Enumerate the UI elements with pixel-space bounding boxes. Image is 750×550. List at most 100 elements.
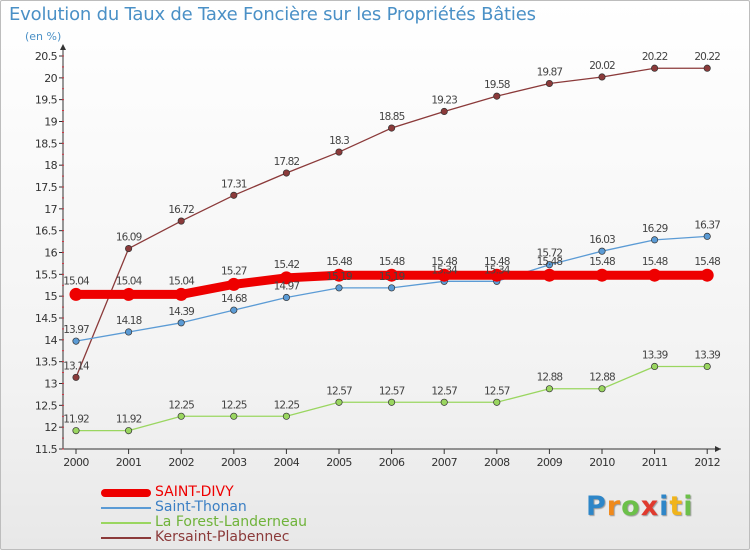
data-label: 15.04 <box>63 275 90 287</box>
data-point <box>230 191 238 199</box>
data-label: 13.39 <box>694 349 720 361</box>
data-label: 11.92 <box>116 414 142 426</box>
data-point <box>703 362 711 371</box>
data-label: 15.34 <box>431 264 458 276</box>
x-tick-label: 2001 <box>116 456 142 469</box>
data-label: 12.57 <box>379 385 405 397</box>
legend-label: La Forest-Landerneau <box>155 514 308 530</box>
legend-label: Saint-Thonan <box>155 499 247 515</box>
data-point <box>388 398 396 406</box>
data-point <box>279 271 293 285</box>
data-point <box>388 284 396 292</box>
data-point <box>177 217 185 225</box>
y-tick-label: 12.5 <box>35 399 58 412</box>
data-point <box>490 268 504 282</box>
data-label: 15.48 <box>694 256 720 268</box>
x-tick-label: 2007 <box>431 456 457 469</box>
data-label: 18.3 <box>329 135 349 147</box>
data-point <box>545 261 553 269</box>
data-label: 12.57 <box>431 385 457 397</box>
y-tick-label: 14 <box>44 334 57 347</box>
legend: SAINT-DIVY Saint-Thonan La Forest-Landerne… <box>101 484 401 545</box>
x-tick-label: 2009 <box>537 456 563 469</box>
y-tick-label: 18 <box>44 159 57 172</box>
logo-letter: x <box>640 491 660 522</box>
data-label: 15.72 <box>537 248 563 260</box>
x-tick-label: 2005 <box>326 456 352 469</box>
data-point <box>230 306 238 314</box>
y-tick-label: 12 <box>44 421 57 434</box>
data-label: 20.22 <box>642 51 668 63</box>
x-tick-label: 2011 <box>642 456 668 469</box>
data-label: 15.34 <box>484 264 511 276</box>
data-label: 15.27 <box>221 265 247 277</box>
data-label: 19.23 <box>431 94 457 106</box>
data-point <box>700 268 714 282</box>
data-label: 15.48 <box>484 256 510 268</box>
data-point <box>335 398 343 406</box>
data-label: 20.22 <box>694 51 720 63</box>
y-axis-arrow <box>60 44 66 50</box>
legend-item: SAINT-DIVY <box>101 484 401 500</box>
y-tick-label: 18.5 <box>35 137 58 150</box>
data-label: 12.88 <box>537 372 563 384</box>
data-label: 12.88 <box>589 372 615 384</box>
data-label: 15.48 <box>431 256 457 268</box>
data-point <box>598 385 606 393</box>
data-point <box>493 92 501 100</box>
x-tick-label: 2006 <box>379 456 405 469</box>
x-tick-label: 2008 <box>484 456 510 469</box>
data-label: 12.25 <box>221 399 247 411</box>
data-label: 12.25 <box>168 399 194 411</box>
data-label: 13.97 <box>63 324 89 336</box>
data-label: 15.04 <box>116 275 143 287</box>
data-label: 14.68 <box>221 293 247 305</box>
data-label: 15.48 <box>537 256 563 268</box>
data-label: 16.72 <box>168 204 194 216</box>
data-point <box>493 398 501 406</box>
data-point <box>227 277 241 291</box>
legend-item: La Forest-Landerneau <box>101 514 401 530</box>
data-point <box>651 64 659 72</box>
x-tick-label: 2003 <box>221 456 247 469</box>
data-point <box>440 107 448 116</box>
data-label: 14.97 <box>274 280 300 292</box>
data-point <box>703 64 711 72</box>
data-label: 15.48 <box>642 256 668 268</box>
logo-letter: t <box>669 491 684 522</box>
data-point <box>437 268 451 282</box>
data-label: 12.57 <box>484 385 510 397</box>
legend-swatch <box>101 489 151 497</box>
chart-title: Evolution du Taux de Taxe Foncière sur l… <box>9 4 536 25</box>
data-label: 18.85 <box>379 111 405 123</box>
data-label: 16.37 <box>694 219 720 231</box>
data-label: 14.18 <box>116 315 142 327</box>
y-tick-label: 15 <box>44 290 57 303</box>
data-point <box>125 328 133 336</box>
y-tick-label: 17.5 <box>35 181 58 194</box>
data-label: 11.92 <box>63 414 89 426</box>
data-point <box>122 287 136 301</box>
y-tick-label: 17 <box>44 203 57 216</box>
data-point <box>177 319 185 327</box>
data-point <box>385 268 399 282</box>
data-point <box>703 232 711 240</box>
data-point <box>388 124 396 132</box>
logo-letter: o <box>621 491 641 522</box>
data-label: 15.19 <box>379 271 405 283</box>
data-label: 14.39 <box>168 306 194 318</box>
data-point <box>125 427 133 435</box>
data-point <box>595 268 609 282</box>
data-point <box>651 362 659 371</box>
data-label: 12.25 <box>274 399 300 411</box>
y-tick-label: 20 <box>44 72 57 85</box>
data-point <box>440 398 448 406</box>
data-label: 16.29 <box>642 223 668 235</box>
legend-item: Kersaint-Plabennec <box>101 529 401 545</box>
data-label: 20.02 <box>589 60 615 72</box>
y-tick-label: 15.5 <box>35 268 58 281</box>
legend-label: Kersaint-Plabennec <box>155 529 290 545</box>
data-point <box>598 247 606 255</box>
